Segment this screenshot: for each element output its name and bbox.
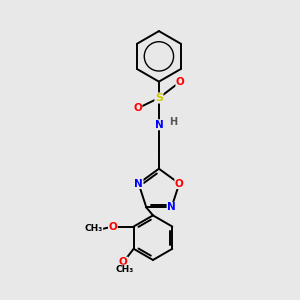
Text: O: O [119,257,128,267]
Text: N: N [167,202,176,212]
Text: N: N [134,178,143,188]
Text: S: S [155,93,163,103]
Text: O: O [175,178,184,188]
Text: N: N [154,120,163,130]
Text: CH₃: CH₃ [115,265,133,274]
Text: O: O [109,221,117,232]
Text: CH₃: CH₃ [84,224,103,233]
Text: O: O [176,76,185,87]
Text: O: O [133,103,142,113]
Text: H: H [169,117,177,128]
